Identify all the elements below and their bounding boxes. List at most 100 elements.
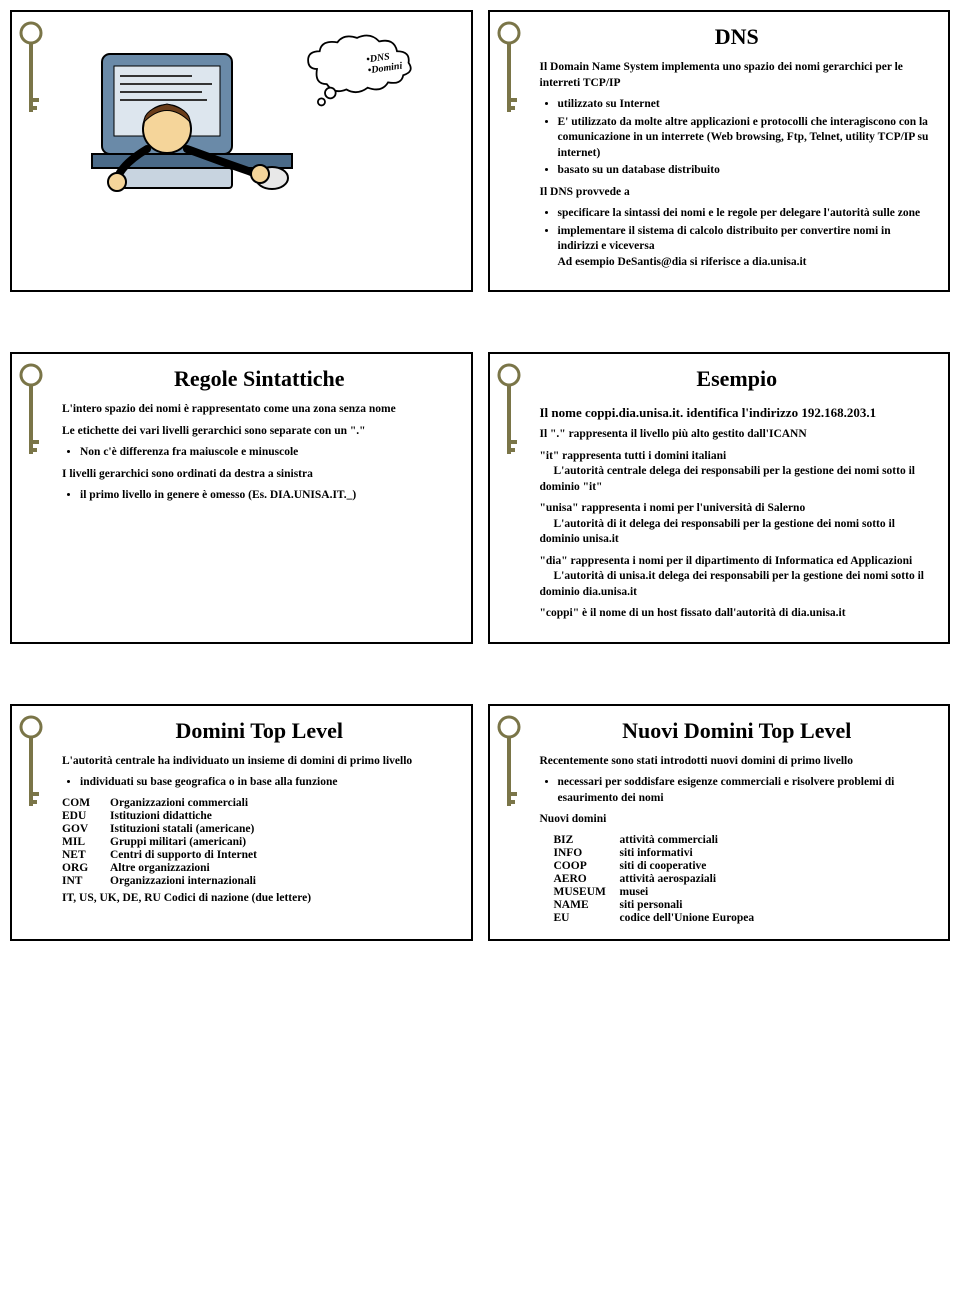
tld-desc: codice dell'Unione Europea xyxy=(620,912,755,924)
tld-code: MUSEUM xyxy=(554,886,620,898)
line: L'autorità di it delega dei responsabili… xyxy=(540,518,895,546)
tld-row: NETCentri di supporto di Internet xyxy=(62,849,457,861)
tld-desc: Organizzazioni internazionali xyxy=(110,875,256,887)
tld-row: EUcodice dell'Unione Europea xyxy=(554,912,935,924)
tld-row: EDUIstituzioni didattiche xyxy=(62,810,457,822)
tld-desc: Altre organizzazioni xyxy=(110,862,210,874)
tld-code: EU xyxy=(554,912,620,924)
para: Le etichette dei vari livelli gerarchici… xyxy=(62,424,457,440)
tld-row: NAMEsiti personali xyxy=(554,899,935,911)
intro: Recentemente sono stati introdotti nuovi… xyxy=(540,754,935,770)
tld-code: COOP xyxy=(554,860,620,872)
tld-code: INFO xyxy=(554,847,620,859)
tld-row: COMOrganizzazioni commerciali xyxy=(62,797,457,809)
para: "coppi" è il nome di un host fissato dal… xyxy=(540,606,935,622)
slide-tld: Domini Top Level L'autorità centrale ha … xyxy=(10,704,473,941)
bullet-list: il primo livello in genere è omesso (Es.… xyxy=(62,488,457,504)
tld-desc: Centri di supporto di Internet xyxy=(110,849,257,861)
tld-code: NAME xyxy=(554,899,620,911)
tld-row: INTOrganizzazioni internazionali xyxy=(62,875,457,887)
bullet: individuati su base geografica o in base… xyxy=(80,775,457,791)
slide-grid-3: Domini Top Level L'autorità centrale ha … xyxy=(10,704,950,941)
bullet: basato su un database distribuito xyxy=(558,163,935,179)
tld-row: COOPsiti di cooperative xyxy=(554,860,935,872)
bullet: utilizzato su Internet xyxy=(558,97,935,113)
para: Il "." rappresenta il livello più alto g… xyxy=(540,427,935,443)
line: "unisa" rappresenta i nomi per l'univers… xyxy=(540,502,806,514)
tld-row: GOVIstituzioni statali (americane) xyxy=(62,823,457,835)
tld-table: COMOrganizzazioni commercialiEDUIstituzi… xyxy=(62,797,457,887)
bullet: implementare il sistema di calcolo distr… xyxy=(558,224,935,271)
key-icon xyxy=(496,714,522,824)
tld-code: BIZ xyxy=(554,834,620,846)
intro: L'autorità centrale ha individuato un in… xyxy=(62,754,457,770)
key-icon xyxy=(496,362,522,472)
slide-regole: Regole Sintattiche L'intero spazio dei n… xyxy=(10,352,473,644)
key-icon xyxy=(496,20,522,130)
bullet: Non c'è differenza fra maiuscole e minus… xyxy=(80,445,457,461)
bullet-list: utilizzato su Internet E' utilizzato da … xyxy=(540,97,935,179)
tld-table: BIZattività commercialiINFOsiti informat… xyxy=(554,834,935,924)
slide-title: Regole Sintattiche xyxy=(62,366,457,392)
bullet-list: Non c'è differenza fra maiuscole e minus… xyxy=(62,445,457,461)
tld-row: AEROattività aerospaziali xyxy=(554,873,935,885)
slide-new-tld: Nuovi Domini Top Level Recentemente sono… xyxy=(488,704,951,941)
tld-desc: attività commerciali xyxy=(620,834,718,846)
tld-code: COM xyxy=(62,797,110,809)
tld-desc: Istituzioni statali (americane) xyxy=(110,823,254,835)
key-icon xyxy=(18,362,44,472)
para: "unisa" rappresenta i nomi per l'univers… xyxy=(540,501,935,548)
intro-text: Il Domain Name System implementa uno spa… xyxy=(540,60,935,91)
bullet-list: individuati su base geografica o in base… xyxy=(62,775,457,791)
slide-title: Esempio xyxy=(540,366,935,392)
tld-code: EDU xyxy=(62,810,110,822)
slide-dns-intro-image: •DNS •Domini xyxy=(10,10,473,292)
tld-desc: musei xyxy=(620,886,649,898)
tld-row: BIZattività commerciali xyxy=(554,834,935,846)
bullet: specificare la sintassi dei nomi e le re… xyxy=(558,206,935,222)
tld-row: MUSEUMmusei xyxy=(554,886,935,898)
tld-desc: Istituzioni didattiche xyxy=(110,810,212,822)
tld-code: INT xyxy=(62,875,110,887)
slide-dns-text: DNS Il Domain Name System implementa uno… xyxy=(488,10,951,292)
tld-desc: attività aerospaziali xyxy=(620,873,717,885)
line: "dia" rappresenta i nomi per il dipartim… xyxy=(540,555,913,567)
slide-title: DNS xyxy=(540,24,935,50)
tld-desc: Organizzazioni commerciali xyxy=(110,797,248,809)
bullet: il primo livello in genere è omesso (Es.… xyxy=(80,488,457,504)
bullet-list: necessari per soddisfare esigenze commer… xyxy=(540,775,935,806)
tld-desc: siti informativi xyxy=(620,847,693,859)
tld-row: ORGAltre organizzazioni xyxy=(62,862,457,874)
line: L'autorità centrale delega dei responsab… xyxy=(540,465,916,493)
slide-title: Domini Top Level xyxy=(62,718,457,744)
bullet: E' utilizzato da molte altre applicazion… xyxy=(558,115,935,162)
slide-esempio: Esempio Il nome coppi.dia.unisa.it. iden… xyxy=(488,352,951,644)
bullet-example: Ad esempio DeSantis@dia si riferisce a d… xyxy=(558,256,807,268)
subheading: Nuovi domini xyxy=(540,812,935,828)
para: "dia" rappresenta i nomi per il dipartim… xyxy=(540,554,935,601)
bullet-list: specificare la sintassi dei nomi e le re… xyxy=(540,206,935,270)
bullet: necessari per soddisfare esigenze commer… xyxy=(558,775,935,806)
para: I livelli gerarchici sono ordinati da de… xyxy=(62,467,457,483)
country-codes: IT, US, UK, DE, RU Codici di nazione (du… xyxy=(62,891,457,907)
computer-person-icon xyxy=(62,34,322,224)
key-icon xyxy=(18,714,44,824)
subheading: Il DNS provvede a xyxy=(540,185,935,201)
tld-code: GOV xyxy=(62,823,110,835)
slide-grid: •DNS •Domini xyxy=(10,10,950,292)
slide-title: Nuovi Domini Top Level xyxy=(540,718,935,744)
line: "it" rappresenta tutti i domini italiani xyxy=(540,450,727,462)
tld-row: INFOsiti informativi xyxy=(554,847,935,859)
tld-row: MILGruppi militari (americani) xyxy=(62,836,457,848)
para: "it" rappresenta tutti i domini italiani… xyxy=(540,449,935,496)
line: L'autorità di unisa.it delega dei respon… xyxy=(540,570,924,598)
tld-desc: siti personali xyxy=(620,899,683,911)
key-icon xyxy=(18,20,44,130)
tld-code: AERO xyxy=(554,873,620,885)
subtitle: Il nome coppi.dia.unisa.it. identifica l… xyxy=(540,405,935,421)
tld-desc: Gruppi militari (americani) xyxy=(110,836,246,848)
bullet-text: implementare il sistema di calcolo distr… xyxy=(558,225,891,253)
tld-code: ORG xyxy=(62,862,110,874)
slide-grid-2: Regole Sintattiche L'intero spazio dei n… xyxy=(10,352,950,644)
tld-code: MIL xyxy=(62,836,110,848)
